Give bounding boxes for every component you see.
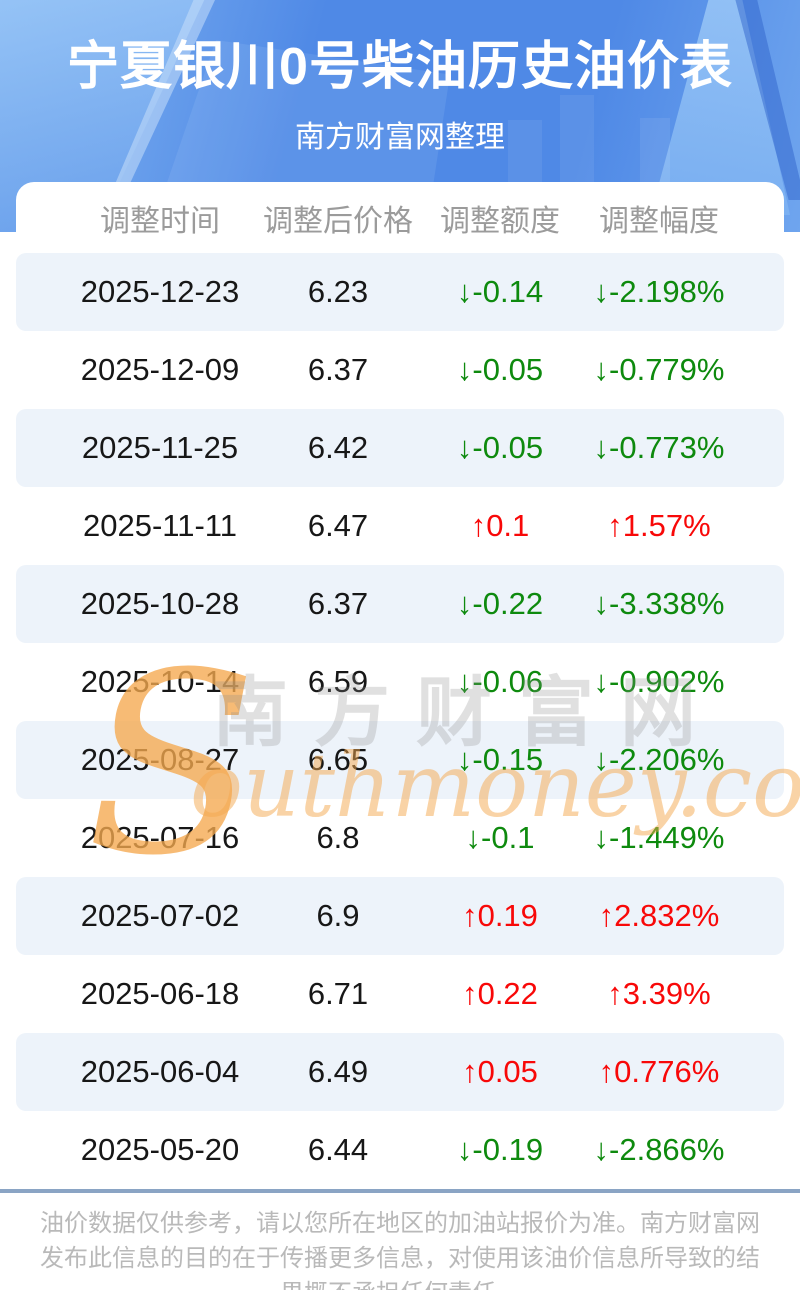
cell-adjusted-price: 6.65 xyxy=(307,742,369,777)
cell-adjust-date: 2025-08-27 xyxy=(80,742,240,777)
cell-change-percent: ↑2.832% xyxy=(598,898,720,933)
table-row: 2025-05-20 6.44 ↓-0.19 ↓-2.866% xyxy=(16,1111,784,1189)
cell-change-amount: ↓-0.1 xyxy=(465,820,535,855)
cell-change-percent: ↓-0.902% xyxy=(593,664,725,699)
table-row: 2025-10-28 6.37 ↓-0.22 ↓-3.338% xyxy=(16,565,784,643)
hero-chart-bar-decoration xyxy=(508,120,542,190)
cell-change-amount: ↓-0.05 xyxy=(456,430,544,465)
disclaimer-line: 油价数据仅供参考，请以您所在地区的加油站报价为准。南方财富网 xyxy=(40,1210,760,1237)
cell-change-amount: ↑0.22 xyxy=(462,976,538,1011)
table-row: 2025-07-02 6.9 ↑0.19 ↑2.832% xyxy=(16,877,784,955)
table-row: 2025-11-11 6.47 ↑0.1 ↑1.57% xyxy=(16,487,784,565)
cell-adjust-date: 2025-12-09 xyxy=(80,352,240,387)
cell-change-percent: ↑0.776% xyxy=(598,1054,720,1089)
cell-change-amount: ↑0.19 xyxy=(462,898,538,933)
column-header-adjusted-price: 调整后价格 xyxy=(263,204,413,238)
hero-banner: 宁夏银川0号柴油历史油价表 南方财富网整理 xyxy=(0,0,800,232)
cell-adjusted-price: 6.47 xyxy=(307,508,369,543)
table-row: 2025-06-04 6.49 ↑0.05 ↑0.776% xyxy=(16,1033,784,1111)
cell-change-percent: ↓-2.206% xyxy=(593,742,725,777)
cell-change-amount: ↓-0.14 xyxy=(456,274,544,309)
table-row: 2025-12-23 6.23 ↓-0.14 ↓-2.198% xyxy=(16,253,784,331)
cell-change-amount: ↓-0.06 xyxy=(456,664,544,699)
table-row: 2025-08-27 6.65 ↓-0.15 ↓-2.206% xyxy=(16,721,784,799)
cell-adjusted-price: 6.37 xyxy=(307,352,369,387)
cell-adjust-date: 2025-06-18 xyxy=(80,976,240,1011)
table-row: 2025-06-18 6.71 ↑0.22 ↑3.39% xyxy=(16,955,784,1033)
cell-change-percent: ↓-3.338% xyxy=(593,586,725,621)
cell-change-percent: ↓-0.773% xyxy=(593,430,725,465)
cell-adjust-date: 2025-10-28 xyxy=(80,586,240,621)
table-header-row: 调整时间 调整后价格 调整额度 调整幅度 xyxy=(16,182,784,253)
cell-change-amount: ↑0.05 xyxy=(462,1054,538,1089)
cell-change-amount: ↓-0.05 xyxy=(456,352,544,387)
cell-adjusted-price: 6.42 xyxy=(307,430,369,465)
cell-change-percent: ↓-1.449% xyxy=(593,820,725,855)
cell-adjusted-price: 6.59 xyxy=(307,664,369,699)
cell-adjust-date: 2025-12-23 xyxy=(80,274,240,309)
cell-adjust-date: 2025-10-14 xyxy=(80,664,240,699)
table-body: 2025-12-23 6.23 ↓-0.14 ↓-2.198% 2025-12-… xyxy=(16,253,784,1189)
cell-change-percent: ↑3.39% xyxy=(607,976,711,1011)
hero-chart-bar-decoration xyxy=(640,118,670,190)
disclaimer-line: 发布此信息的目的在于传播更多信息，对使用该油价信息所导致的结 xyxy=(40,1245,760,1272)
price-table-card: 调整时间 调整后价格 调整额度 调整幅度 2025-12-23 6.23 ↓-0… xyxy=(16,182,784,1189)
table-row: 2025-12-09 6.37 ↓-0.05 ↓-0.779% xyxy=(16,331,784,409)
footer-divider xyxy=(0,1189,800,1193)
footer-disclaimer: 油价数据仅供参考，请以您所在地区的加油站报价为准。南方财富网 发布此信息的目的在… xyxy=(0,1206,800,1290)
cell-adjust-date: 2025-06-04 xyxy=(80,1054,240,1089)
table-row: 2025-07-16 6.8 ↓-0.1 ↓-1.449% xyxy=(16,799,784,877)
cell-adjusted-price: 6.44 xyxy=(307,1132,369,1167)
cell-adjusted-price: 6.49 xyxy=(307,1054,369,1089)
cell-adjusted-price: 6.8 xyxy=(316,820,360,855)
cell-adjust-date: 2025-11-25 xyxy=(81,430,239,465)
column-header-adjust-time: 调整时间 xyxy=(100,204,220,238)
cell-adjust-date: 2025-05-20 xyxy=(80,1132,240,1167)
cell-adjust-date: 2025-07-02 xyxy=(80,898,240,933)
cell-change-percent: ↓-2.198% xyxy=(593,274,725,309)
cell-adjust-date: 2025-11-11 xyxy=(83,508,237,543)
column-header-adjust-percent: 调整幅度 xyxy=(599,204,719,238)
cell-change-amount: ↓-0.22 xyxy=(456,586,544,621)
cell-change-percent: ↓-0.779% xyxy=(593,352,725,387)
cell-change-percent: ↑1.57% xyxy=(607,508,711,543)
table-row: 2025-10-14 6.59 ↓-0.06 ↓-0.902% xyxy=(16,643,784,721)
cell-change-percent: ↓-2.866% xyxy=(593,1132,725,1167)
cell-adjusted-price: 6.71 xyxy=(307,976,369,1011)
cell-adjusted-price: 6.9 xyxy=(316,898,360,933)
cell-change-amount: ↓-0.19 xyxy=(456,1132,544,1167)
page-subtitle: 南方财富网整理 xyxy=(295,121,505,154)
column-header-adjust-amount: 调整额度 xyxy=(440,204,560,238)
page-title: 宁夏银川0号柴油历史油价表 xyxy=(67,38,733,96)
table-row: 2025-11-25 6.42 ↓-0.05 ↓-0.773% xyxy=(16,409,784,487)
disclaimer-line: 果概不承担任何责任。 xyxy=(0,1276,800,1290)
cell-adjust-date: 2025-07-16 xyxy=(80,820,240,855)
cell-change-amount: ↑0.1 xyxy=(470,508,530,543)
hero-chart-bar-decoration xyxy=(560,95,594,190)
cell-adjusted-price: 6.37 xyxy=(307,586,369,621)
cell-change-amount: ↓-0.15 xyxy=(456,742,544,777)
cell-adjusted-price: 6.23 xyxy=(307,274,369,309)
